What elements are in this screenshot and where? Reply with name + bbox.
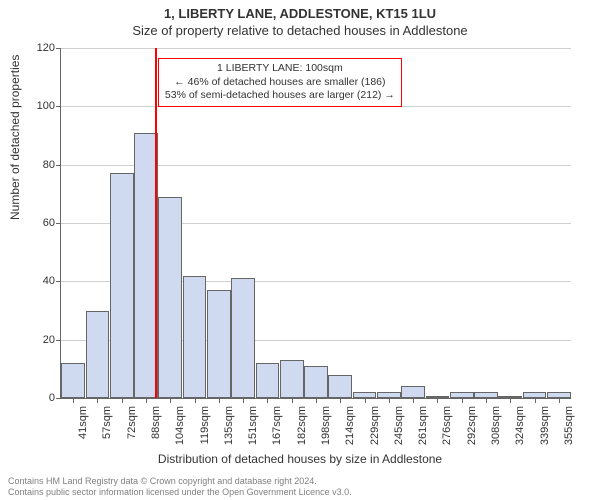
- bar: [304, 366, 328, 398]
- ytick-mark: [56, 398, 61, 399]
- annotation-line: ← 46% of detached houses are smaller (18…: [165, 76, 395, 90]
- ytick-label: 0: [15, 392, 55, 404]
- xtick-label: 308sqm: [490, 406, 502, 445]
- footer-line: Contains HM Land Registry data © Crown c…: [8, 476, 352, 487]
- xtick-label: 167sqm: [271, 406, 283, 445]
- ytick-mark: [56, 106, 61, 107]
- footer-line: Contains public sector information licen…: [8, 487, 352, 498]
- xtick-label: 292sqm: [466, 406, 478, 445]
- xtick-label: 72sqm: [126, 406, 138, 439]
- title-block: 1, LIBERTY LANE, ADDLESTONE, KT15 1LU Si…: [0, 0, 600, 38]
- ytick-mark: [56, 223, 61, 224]
- xtick-label: 57sqm: [101, 406, 113, 439]
- xtick-label: 182sqm: [296, 406, 308, 445]
- xtick-label: 41sqm: [77, 406, 89, 439]
- xtick-mark: [73, 398, 74, 403]
- y-axis-label: Number of detached properties: [8, 55, 22, 220]
- bar: [86, 311, 110, 399]
- xtick-mark: [413, 398, 414, 403]
- xtick-label: 135sqm: [223, 406, 235, 445]
- xtick-label: 214sqm: [344, 406, 356, 445]
- xtick-label: 198sqm: [320, 406, 332, 445]
- xtick-mark: [316, 398, 317, 403]
- xtick-label: 88sqm: [150, 406, 162, 439]
- ytick-label: 60: [15, 217, 55, 229]
- xtick-label: 276sqm: [441, 406, 453, 445]
- xtick-label: 104sqm: [174, 406, 186, 445]
- bar: [401, 386, 425, 398]
- xtick-mark: [437, 398, 438, 403]
- x-axis-label: Distribution of detached houses by size …: [0, 452, 600, 466]
- plot-area: 02040608010012041sqm57sqm72sqm88sqm104sq…: [60, 48, 571, 399]
- xtick-label: 339sqm: [539, 406, 551, 445]
- xtick-mark: [462, 398, 463, 403]
- xtick-label: 151sqm: [247, 406, 259, 445]
- ytick-mark: [56, 340, 61, 341]
- xtick-mark: [195, 398, 196, 403]
- chart: 02040608010012041sqm57sqm72sqm88sqm104sq…: [60, 48, 570, 398]
- xtick-label: 261sqm: [417, 406, 429, 445]
- xtick-label: 229sqm: [369, 406, 381, 445]
- ytick-label: 100: [15, 100, 55, 112]
- xtick-mark: [559, 398, 560, 403]
- bar: [110, 173, 134, 398]
- xtick-mark: [365, 398, 366, 403]
- gridline: [61, 48, 571, 49]
- page-subtitle: Size of property relative to detached ho…: [0, 23, 600, 38]
- bar: [61, 363, 85, 398]
- bar: [328, 375, 352, 398]
- xtick-mark: [267, 398, 268, 403]
- xtick-mark: [146, 398, 147, 403]
- bar: [207, 290, 231, 398]
- ytick-label: 120: [15, 42, 55, 54]
- bar: [183, 276, 207, 399]
- bar: [280, 360, 304, 398]
- xtick-mark: [243, 398, 244, 403]
- bar: [256, 363, 280, 398]
- ytick-mark: [56, 281, 61, 282]
- page-title: 1, LIBERTY LANE, ADDLESTONE, KT15 1LU: [0, 6, 600, 21]
- ytick-mark: [56, 48, 61, 49]
- bar: [231, 278, 255, 398]
- footer: Contains HM Land Registry data © Crown c…: [8, 476, 352, 499]
- xtick-mark: [122, 398, 123, 403]
- annotation-line: 1 LIBERTY LANE: 100sqm: [165, 62, 395, 76]
- xtick-label: 355sqm: [563, 406, 575, 445]
- xtick-mark: [292, 398, 293, 403]
- ytick-label: 80: [15, 159, 55, 171]
- xtick-mark: [340, 398, 341, 403]
- xtick-mark: [510, 398, 511, 403]
- xtick-mark: [219, 398, 220, 403]
- xtick-label: 324sqm: [514, 406, 526, 445]
- xtick-mark: [97, 398, 98, 403]
- xtick-mark: [389, 398, 390, 403]
- xtick-mark: [535, 398, 536, 403]
- ytick-mark: [56, 165, 61, 166]
- annotation-line: 53% of semi-detached houses are larger (…: [165, 89, 395, 103]
- annotation-box: 1 LIBERTY LANE: 100sqm← 46% of detached …: [158, 58, 402, 107]
- reference-line: [155, 48, 157, 398]
- ytick-label: 40: [15, 275, 55, 287]
- xtick-mark: [170, 398, 171, 403]
- bar: [158, 197, 182, 398]
- xtick-mark: [486, 398, 487, 403]
- xtick-label: 119sqm: [199, 406, 211, 444]
- ytick-label: 20: [15, 334, 55, 346]
- xtick-label: 245sqm: [393, 406, 405, 445]
